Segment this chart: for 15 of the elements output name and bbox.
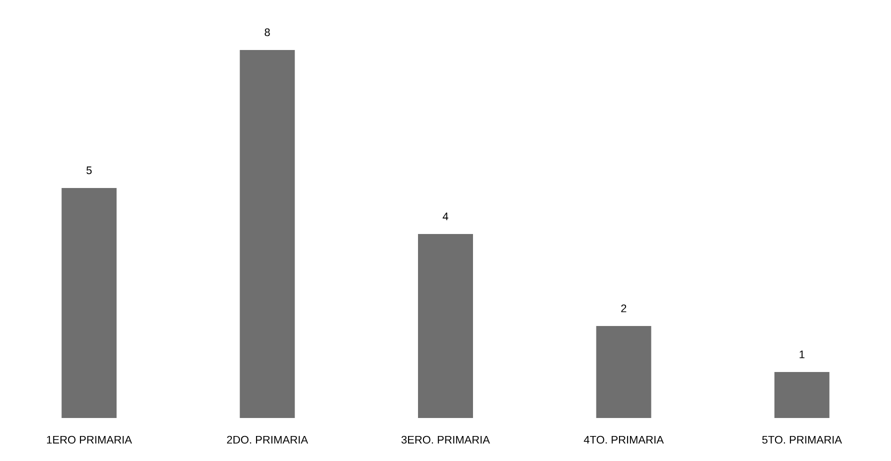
x-tick-label: 5TO. PRIMARIA <box>762 436 842 444</box>
data-label: 2 <box>621 304 626 312</box>
data-label: 5 <box>86 166 92 174</box>
data-label: 4 <box>442 212 448 220</box>
x-tick-label: 2DO. PRIMARIA <box>227 436 308 444</box>
data-label: 1 <box>800 350 804 358</box>
bar <box>596 326 652 418</box>
bar <box>774 372 830 418</box>
x-tick-label: 4TO. PRIMARIA <box>584 436 664 444</box>
x-tick-label: 1ERO PRIMARIA <box>47 436 132 444</box>
bar <box>418 234 474 418</box>
bar <box>240 50 295 418</box>
x-tick-label: 3ERO. PRIMARIA <box>401 436 490 444</box>
bar <box>62 188 117 418</box>
data-label: 8 <box>264 28 270 36</box>
